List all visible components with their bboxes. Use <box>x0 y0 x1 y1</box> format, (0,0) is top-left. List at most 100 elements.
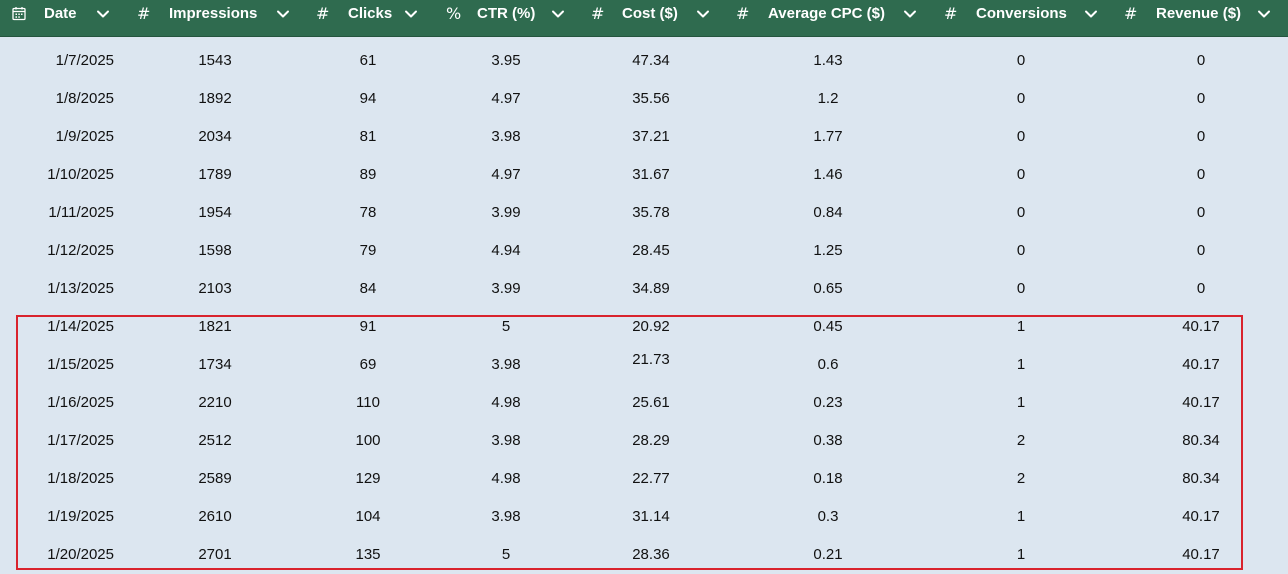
table-cell[interactable]: 0 <box>1196 52 1206 69</box>
table-cell[interactable]: 1821 <box>198 318 232 335</box>
table-cell[interactable]: 40.17 <box>1182 508 1220 525</box>
column-header-label[interactable]: CTR (%) <box>477 5 536 22</box>
table-cell[interactable]: 1 <box>1016 318 1026 335</box>
table-cell[interactable]: 0 <box>1016 242 1026 259</box>
table-cell[interactable]: 5 <box>501 318 511 335</box>
table-cell[interactable]: 3.98 <box>491 128 521 145</box>
table-cell[interactable]: 40.17 <box>1182 546 1220 563</box>
table-cell[interactable]: 0.3 <box>817 508 839 525</box>
table-cell[interactable]: 1 <box>1016 394 1026 411</box>
table-row[interactable]: 1/9/2025 2034 81 3.98 37.21 1.77 0 0 <box>0 118 1288 156</box>
table-cell[interactable]: 28.36 <box>632 546 670 563</box>
table-row[interactable]: 1/13/2025 2103 84 3.99 34.89 0.65 0 0 <box>0 270 1288 308</box>
table-cell[interactable]: 3.98 <box>491 432 521 449</box>
table-cell[interactable]: 1.43 <box>813 52 843 69</box>
table-cell[interactable]: 0 <box>1016 90 1026 107</box>
table-cell[interactable]: 4.98 <box>491 394 521 411</box>
table-cell[interactable]: 1/14/2025 <box>47 318 114 335</box>
table-cell[interactable]: 2610 <box>198 508 232 525</box>
table-cell[interactable]: 0.65 <box>813 280 843 297</box>
table-cell[interactable]: 69 <box>359 356 377 373</box>
table-cell[interactable]: 0 <box>1196 90 1206 107</box>
column-header-label[interactable]: Clicks <box>348 5 393 22</box>
table-cell[interactable]: 1 <box>1016 508 1026 525</box>
table-cell[interactable]: 34.89 <box>632 280 670 297</box>
table-cell[interactable]: 0 <box>1196 204 1206 221</box>
table-cell[interactable]: 84 <box>359 280 377 297</box>
table-cell[interactable]: 1.2 <box>817 90 839 107</box>
table-cell[interactable]: 35.56 <box>632 90 670 107</box>
table-cell[interactable]: 79 <box>359 242 377 259</box>
table-cell[interactable]: 91 <box>359 318 377 335</box>
table-cell[interactable]: 3.98 <box>491 356 521 373</box>
table-cell[interactable]: 1789 <box>198 166 232 183</box>
table-cell[interactable]: 5 <box>501 546 511 563</box>
table-cell[interactable]: 2701 <box>198 546 232 563</box>
table-cell[interactable]: 1/12/2025 <box>47 242 114 259</box>
table-cell[interactable]: 25.61 <box>632 394 670 411</box>
table-cell[interactable]: 61 <box>359 52 377 69</box>
table-cell[interactable]: 1/8/2025 <box>55 90 114 107</box>
table-cell[interactable]: 2034 <box>198 128 232 145</box>
table-cell[interactable]: 1/9/2025 <box>55 128 114 145</box>
table-cell[interactable]: 37.21 <box>632 128 670 145</box>
table-row[interactable]: 1/19/2025 2610 104 3.98 31.14 0.3 1 40.17 <box>0 498 1288 536</box>
table-cell[interactable]: 2 <box>1016 470 1026 487</box>
table-cell[interactable]: 31.14 <box>632 508 670 525</box>
table-cell[interactable]: 81 <box>359 128 377 145</box>
table-row[interactable]: 1/16/2025 2210 110 4.98 25.61 0.23 1 40.17 <box>0 384 1288 422</box>
chevron-down-icon[interactable] <box>550 6 566 22</box>
chevron-down-icon[interactable] <box>902 6 918 22</box>
table-cell[interactable]: 1/17/2025 <box>47 432 114 449</box>
table-cell[interactable]: 3.98 <box>491 508 521 525</box>
table-cell[interactable]: 3.95 <box>491 52 521 69</box>
table-row[interactable]: 1/10/2025 1789 89 4.97 31.67 1.46 0 0 <box>0 156 1288 194</box>
table-cell[interactable]: 135 <box>355 546 381 563</box>
table-cell[interactable]: 3.99 <box>491 280 521 297</box>
table-cell[interactable]: 0.45 <box>813 318 843 335</box>
table-cell[interactable]: 1/20/2025 <box>47 546 114 563</box>
table-cell[interactable]: 1/15/2025 <box>47 356 114 373</box>
table-cell[interactable]: 1/7/2025 <box>55 52 114 69</box>
table-cell[interactable]: 4.97 <box>491 90 521 107</box>
table-cell[interactable]: 1/10/2025 <box>47 166 114 183</box>
table-cell[interactable]: 1 <box>1016 546 1026 563</box>
table-cell[interactable]: 40.17 <box>1182 356 1220 373</box>
table-cell[interactable]: 0 <box>1196 242 1206 259</box>
table-cell[interactable]: 20.92 <box>632 318 670 335</box>
table-cell[interactable]: 35.78 <box>632 204 670 221</box>
table-cell[interactable]: 1 <box>1016 356 1026 373</box>
table-cell[interactable]: 4.98 <box>491 470 521 487</box>
chevron-down-icon[interactable] <box>95 6 111 22</box>
column-header-label[interactable]: Revenue ($) <box>1156 5 1242 22</box>
table-cell[interactable]: 1/16/2025 <box>47 394 114 411</box>
column-header-label[interactable]: Average CPC ($) <box>768 5 885 22</box>
table-cell[interactable]: 28.45 <box>632 242 670 259</box>
table-cell[interactable]: 0 <box>1016 280 1026 297</box>
table-cell[interactable]: 21.73 <box>632 351 670 368</box>
table-cell[interactable]: 0.6 <box>817 356 839 373</box>
table-row[interactable]: 1/11/2025 1954 78 3.99 35.78 0.84 0 0 <box>0 194 1288 232</box>
table-row[interactable]: 1/12/2025 1598 79 4.94 28.45 1.25 0 0 <box>0 232 1288 270</box>
table-cell[interactable]: 1/11/2025 <box>48 204 114 221</box>
table-cell[interactable]: 2589 <box>198 470 232 487</box>
table-cell[interactable]: 2210 <box>198 394 232 411</box>
chevron-down-icon[interactable] <box>275 6 291 22</box>
table-row[interactable]: 1/18/2025 2589 129 4.98 22.77 0.18 2 80.34 <box>0 460 1288 498</box>
table-cell[interactable]: 129 <box>355 470 381 487</box>
table-row[interactable]: 1/14/2025 1821 91 5 20.92 0.45 1 40.17 <box>0 308 1288 346</box>
table-cell[interactable]: 1954 <box>198 204 232 221</box>
table-cell[interactable]: 4.97 <box>491 166 521 183</box>
table-cell[interactable]: 1/13/2025 <box>47 280 114 297</box>
table-cell[interactable]: 2512 <box>198 432 232 449</box>
table-cell[interactable]: 0.18 <box>813 470 843 487</box>
table-cell[interactable]: 0.84 <box>813 204 843 221</box>
table-row[interactable]: 1/8/2025 1892 94 4.97 35.56 1.2 0 0 <box>0 80 1288 118</box>
table-cell[interactable]: 110 <box>356 394 380 411</box>
table-cell[interactable]: 4.94 <box>491 242 521 259</box>
table-cell[interactable]: 22.77 <box>632 470 670 487</box>
column-header-label[interactable]: Impressions <box>169 5 258 22</box>
table-cell[interactable]: 104 <box>355 508 381 525</box>
table-cell[interactable]: 0 <box>1016 204 1026 221</box>
table-row[interactable]: 1/17/2025 2512 100 3.98 28.29 0.38 2 80.34 <box>0 422 1288 460</box>
